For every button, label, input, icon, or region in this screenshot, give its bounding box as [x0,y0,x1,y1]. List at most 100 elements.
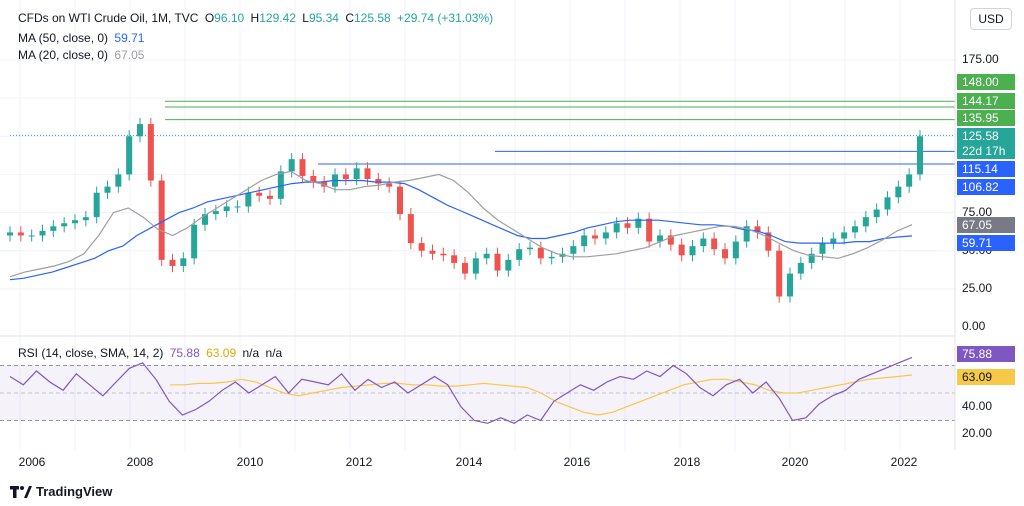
ma50-line [9,179,913,281]
candle-body [50,226,57,231]
candle-body [570,246,577,254]
horizontal-levels [10,100,955,165]
currency-button[interactable]: USD [970,8,1012,30]
price-tag: 106.82 [957,179,1015,195]
candle-body [342,174,349,180]
candle-body [581,235,588,247]
price-tag: 59.71 [957,235,1015,251]
candle-body [841,232,848,239]
candle-body [472,258,479,274]
rsi-line [9,356,913,424]
candle-body [245,192,252,207]
candle-body [635,218,642,228]
ma20-value: 67.05 [114,48,145,62]
price-tag: 125.58 [957,128,1015,144]
candle-body [223,206,230,212]
candle-body [592,235,598,239]
time-axis-label: 2020 [781,455,809,469]
candle-body [72,220,78,224]
candle-body [202,214,208,225]
candle-body [657,235,663,242]
candle-body [830,238,837,244]
candle-body [212,211,219,215]
candle-body [711,238,718,250]
candle-body [397,186,403,215]
rsi-axis-label: 20.00 [962,426,993,441]
open-label: O [204,11,215,25]
rsi-pane [0,356,955,424]
candle-body [808,253,815,263]
candle-body [722,249,728,259]
ma20-legend[interactable]: MA (20, close, 0) 67.05 [18,47,147,63]
candle-body [126,136,133,175]
rsi-label: RSI (14, close, SMA, 14, 2) [18,346,164,360]
candle-body [418,243,425,251]
candle-body [147,124,154,181]
candle-body [310,175,317,183]
time-axis-label: 2022 [890,455,918,469]
candle-body [787,273,793,297]
rsi-sma-line [170,374,913,416]
time-axis-label: 2016 [563,455,591,469]
time-axis-label: 2006 [18,455,46,469]
candle-body [180,258,187,266]
price-axis-label: 0.00 [962,319,986,333]
open-value: 96.10 [214,11,245,25]
candle-body [288,159,295,172]
ma20-label: MA (20, close, 0) [18,48,109,62]
time-axis-label: 2012 [345,455,373,469]
price-tag: 115.14 [957,161,1015,177]
candle-body [256,192,263,196]
rsi-legend[interactable]: RSI (14, close, SMA, 14, 2) 75.88 63.09 … [18,345,285,361]
time-axis-label: 2018 [673,455,701,469]
ma50-legend[interactable]: MA (50, close, 0) 59.71 [18,30,147,46]
candle-body [267,195,273,199]
rsi-value: 75.88 [169,346,200,360]
price-axis-label: 75.00 [962,204,993,219]
candle-body [548,256,555,259]
time-axis-label: 2010 [236,455,264,469]
candle-body [494,253,501,271]
low-label: L [302,11,309,25]
candle-body [689,246,696,256]
rsi-axis-label: 40.00 [962,398,993,413]
candle-body [7,232,13,236]
candle-body [82,217,89,221]
candle-body [299,159,306,176]
high-label: H [250,11,260,25]
candle-body [93,192,100,218]
rsi-na-1: n/a [242,346,260,360]
moving-average-lines [9,170,913,281]
change-value: +29.74 (+31.03%) [397,11,494,25]
tradingview-brand[interactable]: TradingView [10,484,112,499]
candle-body [776,250,783,297]
candle-body [407,214,414,244]
price-tag: 135.95 [957,110,1015,126]
rsi-tag: 63.09 [957,369,1015,385]
rsi-na-2: n/a [265,346,283,360]
candle-body [678,244,685,256]
symbol-title: CFDs on WTI Crude Oil, 1M, TVC [18,11,199,25]
price-axis-label: 25.00 [962,280,993,295]
candle-body [321,182,328,187]
candle-body [884,197,891,210]
candle-body [364,168,371,180]
close-label: C [345,11,354,25]
candle-body [61,223,68,227]
candle-body [624,223,631,228]
symbol-legend[interactable]: CFDs on WTI Crude Oil, 1M, TVC O96.10 H1… [18,10,496,26]
candle-body [765,232,772,251]
candle-body [732,241,739,259]
candle-body [115,174,122,187]
tradingview-logo-icon [10,485,32,498]
candle-body [440,253,447,256]
candle-body [169,259,176,266]
low-value: 95.34 [308,11,339,25]
candle-body [613,223,620,233]
candle-body [602,232,609,239]
candle-body [137,124,143,137]
candle-body [646,218,653,242]
ma50-label: MA (50, close, 0) [18,31,109,45]
ma50-value: 59.71 [114,31,145,45]
